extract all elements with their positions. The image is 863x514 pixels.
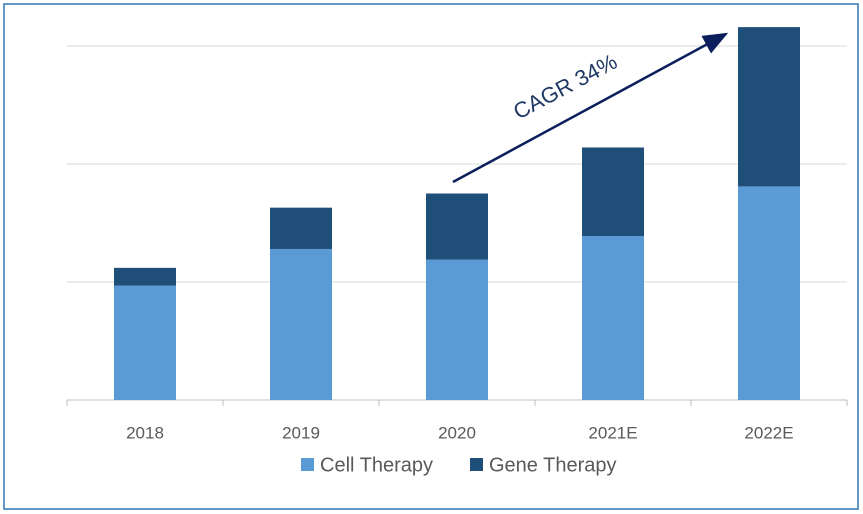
legend-swatch [301, 458, 314, 471]
x-tick-label: 2019 [282, 423, 320, 442]
bar-segment [426, 259, 488, 400]
legend-label: Gene Therapy [489, 454, 617, 476]
x-tick-label: 2020 [438, 423, 476, 442]
bar-segment [738, 27, 800, 187]
bar-segment [582, 235, 644, 400]
x-tick-label: 2022E [744, 423, 793, 442]
bar-segment [270, 207, 332, 249]
bar-segment [114, 285, 176, 400]
legend-swatch [470, 458, 483, 471]
cagr-arrow [452, 32, 729, 184]
bar-segment [738, 186, 800, 400]
bar-segment [114, 267, 176, 286]
x-tick-label: 2018 [126, 423, 164, 442]
x-tick-label: 2021E [588, 423, 637, 442]
bar-segment [426, 193, 488, 260]
legend-label: Cell Therapy [320, 454, 433, 476]
bar-segment [582, 147, 644, 236]
bar-segment [270, 248, 332, 400]
